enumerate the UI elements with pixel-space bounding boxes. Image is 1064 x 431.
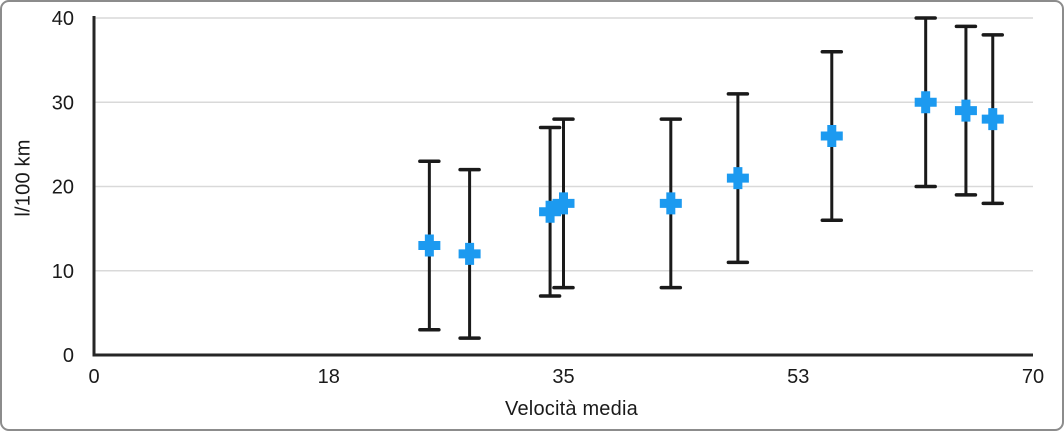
data-point-9[interactable] — [981, 33, 1005, 206]
data-point-8[interactable] — [954, 24, 978, 197]
data-point-3[interactable] — [552, 117, 575, 290]
data-point-4[interactable] — [659, 117, 683, 290]
y-axis-title: l/100 km — [12, 139, 35, 217]
plus-marker-icon — [659, 192, 682, 215]
plus-marker-icon — [418, 234, 441, 257]
data-point-2[interactable] — [538, 125, 562, 298]
x-tick-label-18: 18 — [318, 366, 340, 388]
plus-marker-icon — [539, 200, 562, 223]
plus-marker-icon — [726, 167, 749, 190]
plus-marker-icon — [954, 99, 977, 122]
data-point-7[interactable] — [914, 16, 937, 189]
plus-marker-icon — [981, 108, 1004, 131]
y-tick-label-20: 20 — [52, 177, 74, 199]
x-tick-label-53: 53 — [787, 366, 809, 388]
data-point-0[interactable] — [418, 159, 441, 332]
data-point-6[interactable] — [820, 49, 844, 222]
plus-marker-icon — [552, 192, 575, 215]
plus-marker-icon — [914, 91, 937, 114]
x-tick-label-70: 70 — [1022, 366, 1044, 388]
plus-marker-icon — [820, 124, 843, 147]
x-axis-title: Velocità media — [505, 398, 638, 420]
y-tick-label-0: 0 — [63, 345, 74, 367]
y-tick-label-10: 10 — [52, 261, 74, 283]
x-tick-label-35: 35 — [552, 366, 574, 388]
x-tick-label-0: 0 — [88, 366, 99, 388]
y-tick-label-40: 40 — [52, 8, 74, 30]
data-point-5[interactable] — [726, 92, 750, 265]
plus-marker-icon — [458, 242, 481, 265]
y-tick-label-30: 30 — [52, 92, 74, 114]
data-point-1[interactable] — [458, 167, 481, 340]
